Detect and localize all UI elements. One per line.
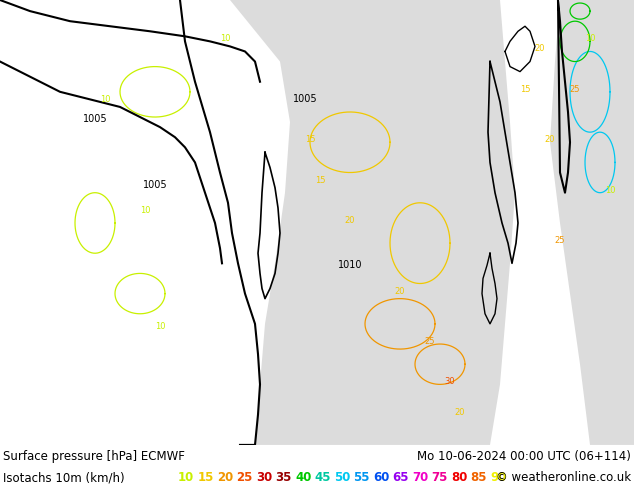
Text: 10: 10 [155,322,165,331]
Text: 25: 25 [570,85,580,94]
Text: 65: 65 [392,471,409,485]
Text: 20: 20 [217,471,233,485]
Text: 20: 20 [534,45,545,53]
Text: Surface pressure [hPa] ECMWF: Surface pressure [hPa] ECMWF [3,450,185,464]
Text: © weatheronline.co.uk: © weatheronline.co.uk [496,471,631,485]
Polygon shape [230,0,515,445]
Text: 80: 80 [451,471,467,485]
Text: 60: 60 [373,471,389,485]
Text: 25: 25 [425,337,436,346]
Text: 85: 85 [470,471,487,485]
Text: Isotachs 10m (km/h): Isotachs 10m (km/h) [3,471,125,485]
Text: 10: 10 [585,34,595,43]
Text: 25: 25 [236,471,253,485]
Text: 75: 75 [432,471,448,485]
Text: 30: 30 [444,377,455,387]
Text: 30: 30 [256,471,272,485]
Text: 90: 90 [490,471,507,485]
Text: 1005: 1005 [143,180,167,190]
Text: 15: 15 [520,85,530,94]
Text: 15: 15 [198,471,214,485]
Text: 10: 10 [100,95,110,104]
Text: 20: 20 [455,408,465,416]
Text: 20: 20 [545,135,555,144]
Text: Mo 10-06-2024 00:00 UTC (06+114): Mo 10-06-2024 00:00 UTC (06+114) [417,450,631,464]
Text: 45: 45 [314,471,331,485]
Text: 55: 55 [354,471,370,485]
Text: 50: 50 [334,471,351,485]
Text: 35: 35 [276,471,292,485]
Text: 40: 40 [295,471,311,485]
Text: 25: 25 [555,236,566,245]
Text: 1005: 1005 [82,114,107,124]
Text: 20: 20 [345,216,355,225]
Text: 15: 15 [314,175,325,185]
Text: 10: 10 [139,206,150,215]
Text: 1010: 1010 [338,260,362,270]
Text: 10: 10 [605,186,615,195]
Text: 15: 15 [305,135,315,144]
Text: 10: 10 [220,34,230,43]
Text: 70: 70 [412,471,428,485]
Polygon shape [550,0,634,445]
Text: 1005: 1005 [293,94,317,104]
Text: 20: 20 [395,287,405,295]
Text: 10: 10 [178,471,194,485]
